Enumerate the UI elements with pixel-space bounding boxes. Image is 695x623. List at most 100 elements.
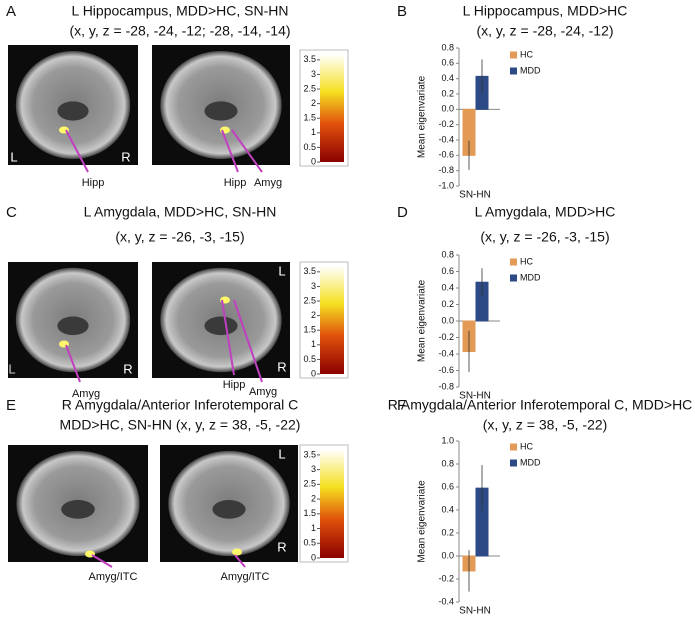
colorbar-tick-label: 3.5: [303, 54, 316, 64]
legend-swatch: [510, 51, 517, 59]
legend-label: MDD: [520, 65, 541, 75]
legend-swatch: [510, 459, 517, 467]
pointer-line: [221, 299, 235, 376]
y-tick-label: -0.6: [438, 150, 454, 160]
region-label: R: [123, 361, 132, 376]
region-label: Amyg: [249, 386, 277, 398]
y-tick-label: 0.4: [441, 73, 454, 83]
y-tick-label: 0.4: [441, 282, 454, 292]
region-label: Hipp: [223, 379, 246, 391]
panel-letter: C: [6, 204, 17, 221]
pointer-line: [221, 129, 239, 173]
brain-structure: [212, 499, 246, 519]
pointer-line: [234, 554, 246, 568]
colorbar-tick-label: 2.5: [303, 83, 316, 93]
chart-subtitle: (x, y, z = -28, -24, -12): [476, 23, 613, 39]
y-tick-label: 0.8: [441, 42, 454, 52]
chart-title: R Amygdala/Anterior Inferotemporal C, MD…: [388, 397, 693, 413]
brain-structure: [204, 316, 238, 336]
y-tick-label: 0.8: [441, 249, 454, 259]
region-label: Hipp: [224, 177, 247, 189]
y-tick-label: -0.2: [438, 119, 454, 129]
legend-swatch: [510, 274, 517, 282]
panel-letter: E: [6, 397, 16, 414]
y-tick-label: -0.2: [438, 332, 454, 342]
colorbar-tick-label: 1: [311, 127, 316, 137]
legend-swatch: [510, 258, 517, 266]
pointer-line: [231, 129, 263, 173]
y-axis-label: Mean eigenvariate: [417, 279, 428, 362]
region-label: L: [278, 263, 285, 278]
y-tick-label: 1.0: [441, 435, 454, 445]
brain-structure: [204, 101, 238, 121]
colorbar-tick-label: 2: [311, 493, 316, 503]
colorbar-tick-label: 1: [311, 339, 316, 349]
y-tick-label: -0.4: [438, 348, 454, 358]
panel-letter: F: [397, 397, 406, 414]
region-label: R: [277, 359, 286, 374]
colorbar-tick-label: 0: [311, 156, 316, 166]
panel-title: R Amygdala/Anterior Inferotemporal C: [62, 397, 299, 413]
panel-title: (x, y, z = -26, -3, -15): [115, 229, 244, 245]
colorbar-tick-label: 0.5: [303, 354, 316, 364]
y-tick-label: 0.4: [441, 504, 454, 514]
legend-label: HC: [520, 256, 533, 266]
activation-blob: [220, 126, 230, 134]
y-tick-label: 0.2: [441, 88, 454, 98]
colorbar-tick-label: 0: [311, 368, 316, 378]
y-tick-label: -0.8: [438, 381, 454, 391]
region-label: Hipp: [82, 177, 105, 189]
pointer-line: [65, 344, 81, 383]
panel-letter: D: [397, 204, 408, 221]
brain-structure: [57, 316, 89, 336]
region-label: L: [278, 446, 285, 461]
region-label: Amyg/ITC: [221, 571, 270, 583]
region-label: L: [8, 361, 15, 376]
region-label: R: [121, 149, 130, 164]
y-axis-label: Mean eigenvariate: [417, 480, 428, 563]
colorbar-tick-label: 1.5: [303, 113, 316, 123]
region-label: Amyg: [72, 388, 100, 400]
y-tick-label: 0.0: [441, 315, 454, 325]
colorbar: [320, 449, 344, 558]
pointer-line: [65, 129, 89, 173]
pointer-line: [91, 554, 113, 568]
region-label: Amyg/ITC: [89, 571, 138, 583]
y-tick-label: 0.2: [441, 299, 454, 309]
colorbar-tick-label: 3.5: [303, 449, 316, 459]
chart-subtitle: (x, y, z = -26, -3, -15): [480, 229, 609, 245]
y-tick-label: -0.2: [438, 573, 454, 583]
legend-label: MDD: [520, 272, 541, 282]
y-tick-label: 0.6: [441, 266, 454, 276]
panel-title: L Hippocampus, MDD>HC, SN-HN: [72, 3, 289, 19]
y-tick-label: -0.4: [438, 134, 454, 144]
activation-blob: [232, 548, 242, 556]
chart-title: L Amygdala, MDD>HC: [475, 204, 616, 220]
colorbar-tick-label: 2.5: [303, 295, 316, 305]
colorbar-tick-label: 3: [311, 464, 316, 474]
colorbar: [320, 266, 344, 374]
colorbar-tick-label: 2: [311, 310, 316, 320]
chart-title: L Hippocampus, MDD>HC: [463, 3, 628, 19]
panel-letter: A: [6, 3, 16, 20]
legend-swatch: [510, 67, 517, 75]
legend-label: MDD: [520, 457, 541, 467]
region-label: L: [10, 149, 17, 164]
colorbar-tick-label: 2: [311, 98, 316, 108]
panel-title: L Amygdala, MDD>HC, SN-HN: [84, 204, 277, 220]
colorbar-tick-label: 0: [311, 552, 316, 562]
y-tick-label: 0.2: [441, 527, 454, 537]
colorbar-tick-label: 0.5: [303, 142, 316, 152]
colorbar-tick-label: 2.5: [303, 479, 316, 489]
y-tick-label: 0.6: [441, 58, 454, 68]
panel-title: (x, y, z = -28, -24, -12; -28, -14, -14): [69, 23, 290, 39]
colorbar-tick-label: 3.5: [303, 266, 316, 276]
y-tick-label: -0.8: [438, 165, 454, 175]
x-tick-label: SN-HN: [459, 606, 491, 617]
colorbar-tick-label: 1.5: [303, 508, 316, 518]
y-tick-label: 0.8: [441, 458, 454, 468]
colorbar-tick-label: 3: [311, 281, 316, 291]
x-tick-label: SN-HN: [459, 190, 491, 201]
legend-label: HC: [520, 441, 533, 451]
